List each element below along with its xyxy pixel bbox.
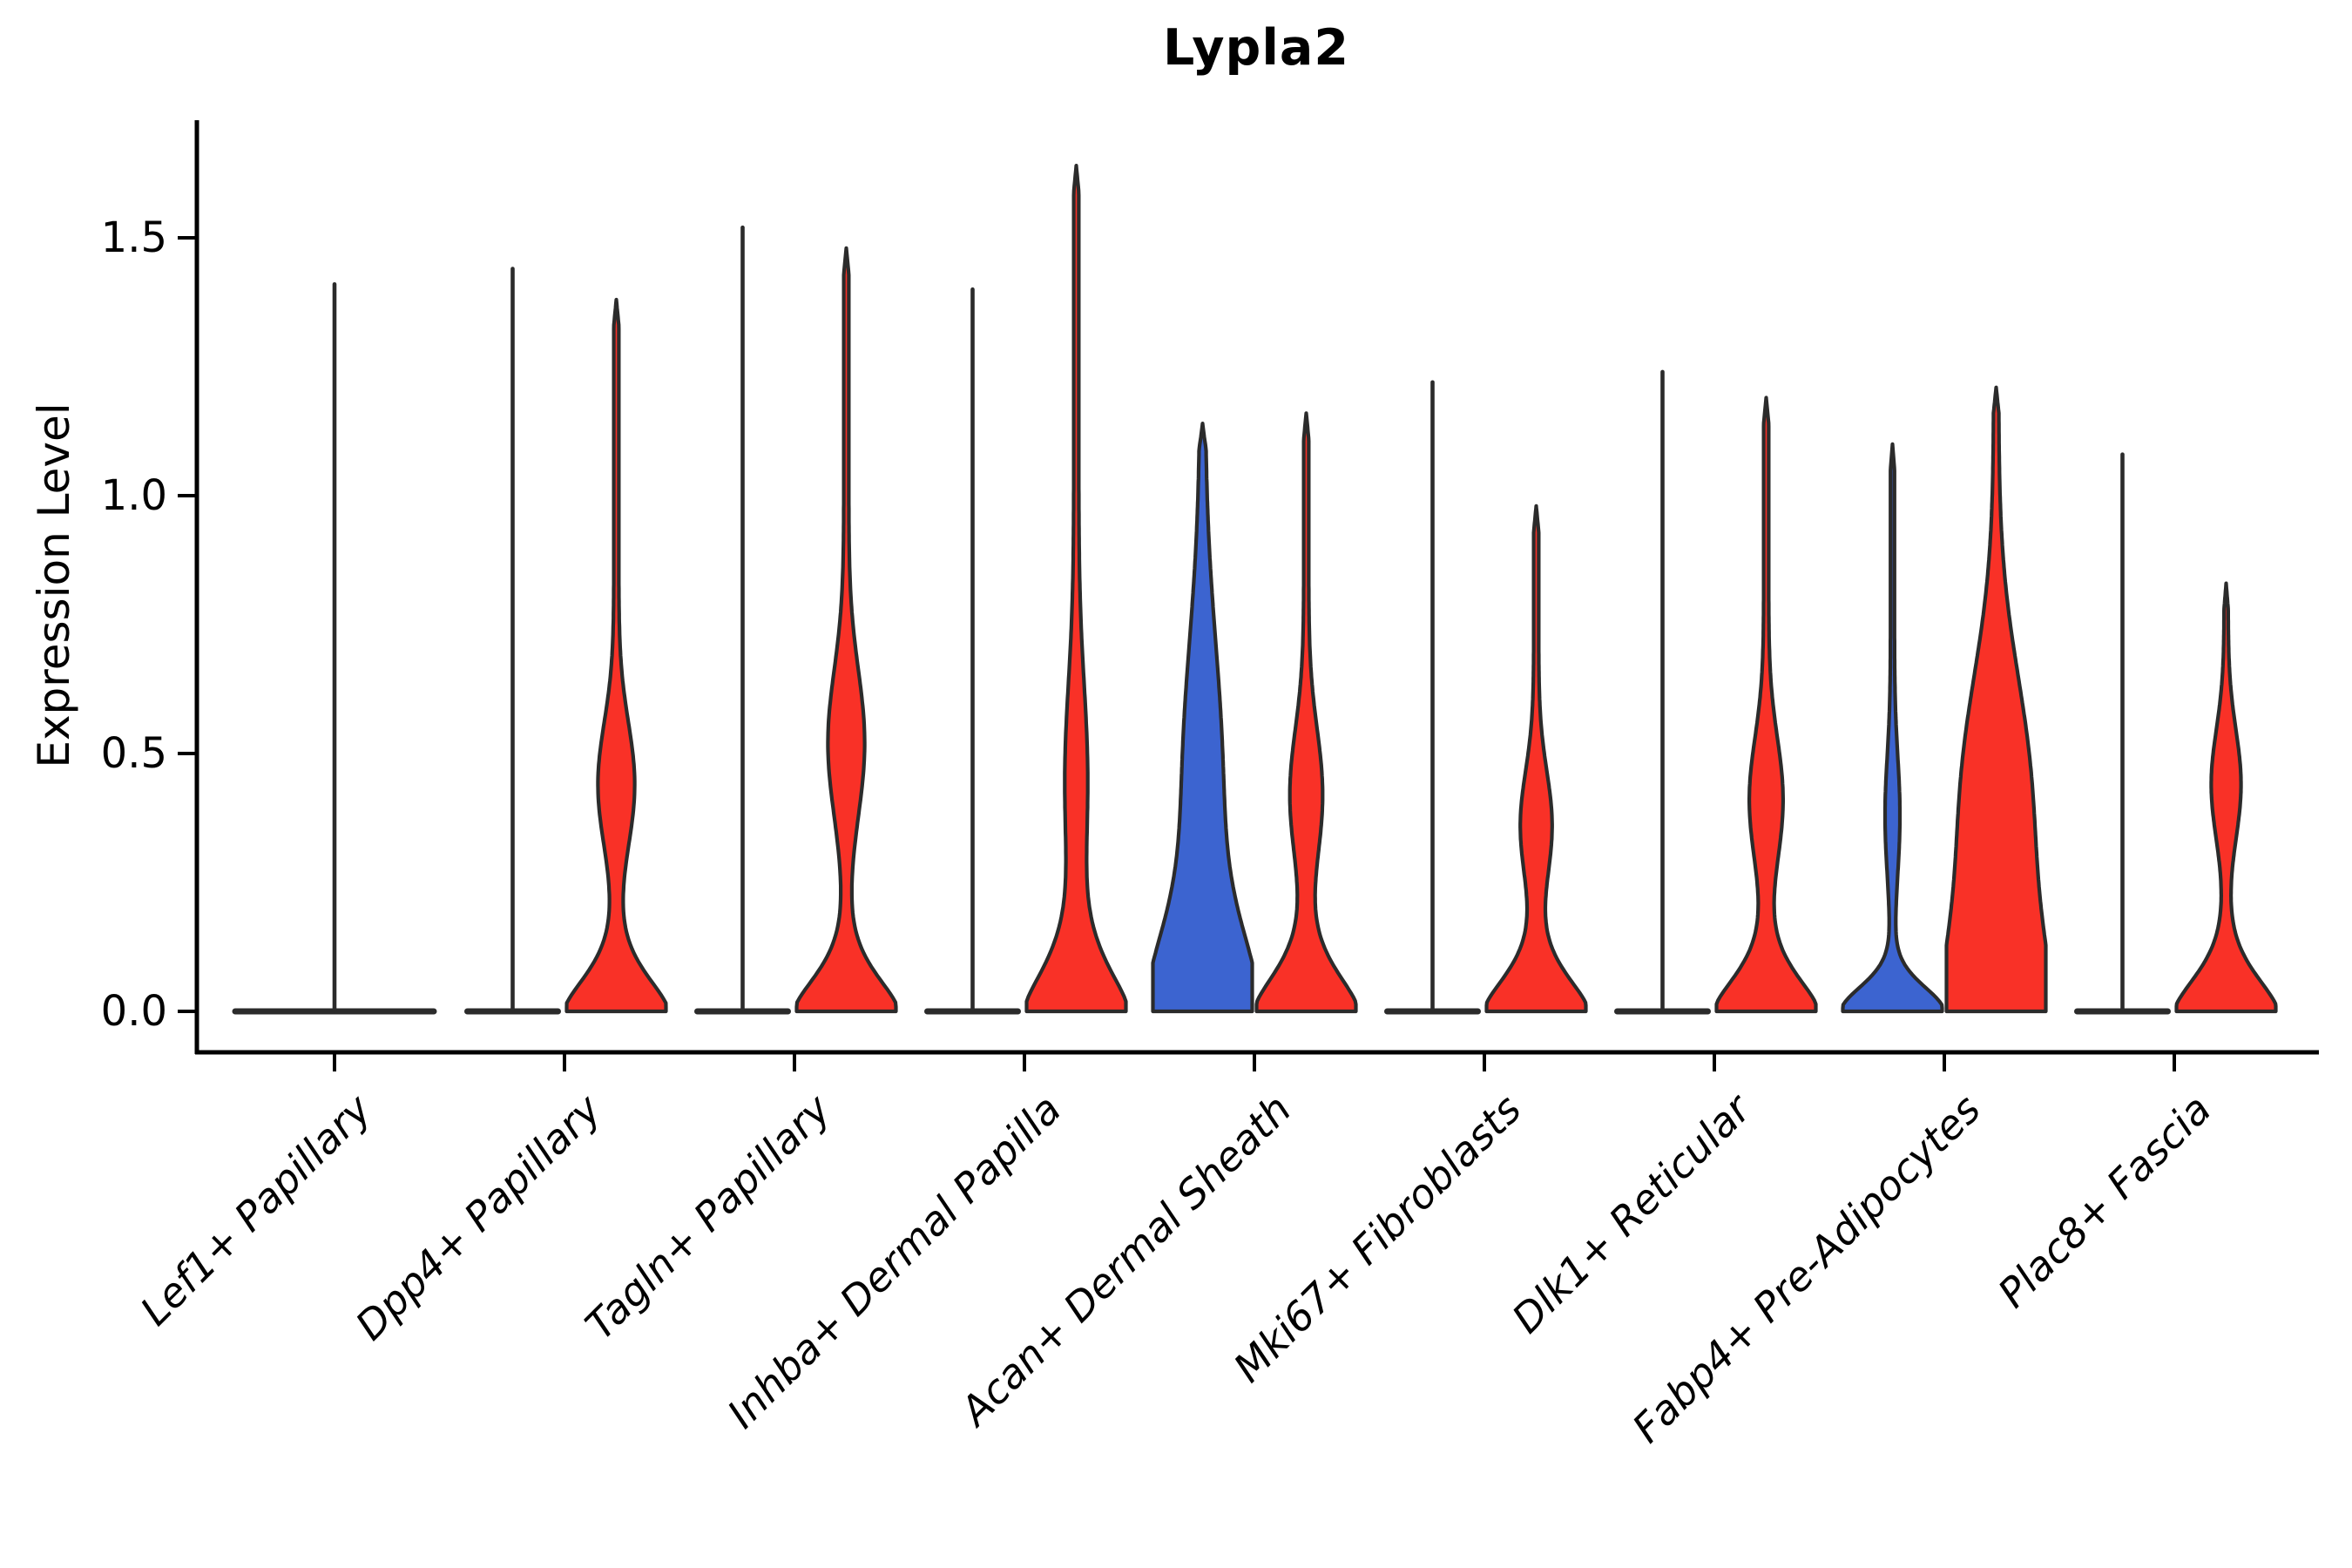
violin-body-red <box>1714 395 1818 1014</box>
y-tick-label: 0.5 <box>100 729 167 778</box>
y-tick-label: 0.0 <box>100 987 167 1036</box>
violin-body-red <box>564 297 668 1014</box>
chart-title: Lypla2 <box>1162 19 1350 77</box>
violin-body-red <box>2174 581 2278 1014</box>
violin-body-blue <box>1841 442 1944 1014</box>
violin-body-blue <box>1151 422 1254 1014</box>
violin-body-red <box>1024 164 1128 1014</box>
violin-body-red <box>1944 385 2048 1014</box>
violin-body-red <box>794 246 898 1014</box>
y-tick-label: 1.5 <box>100 213 167 262</box>
y-tick-label: 1.0 <box>100 471 167 520</box>
violin-body-red <box>1254 411 1358 1014</box>
violin-body-red <box>1484 504 1588 1014</box>
